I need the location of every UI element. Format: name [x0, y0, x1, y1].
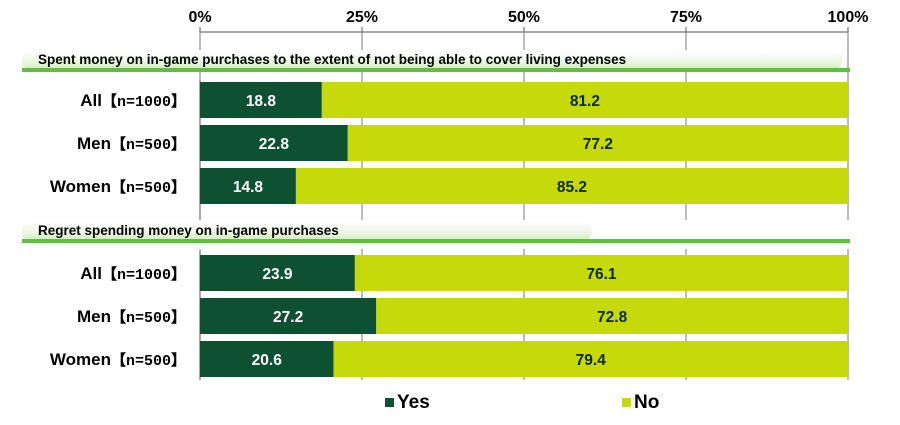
category-label: All【n=1000】 [80, 264, 186, 284]
bar-no [321, 82, 849, 118]
legend-item-yes: Yes [385, 392, 430, 413]
data-label-yes: 20.6 [252, 352, 283, 369]
chart-sections: Spent money on in-game purchases to the … [22, 50, 850, 380]
bar-yes [200, 82, 322, 118]
data-label-yes: 14.8 [233, 179, 264, 196]
bar-no [295, 168, 848, 204]
bar-yes [200, 125, 348, 161]
bar-row-all: All【n=1000】 23.9 76.1 [80, 255, 848, 291]
category-name: All [80, 264, 102, 283]
data-label-yes: 18.8 [246, 93, 277, 110]
legend-label-no: No [634, 392, 659, 413]
data-label-no: 77.2 [583, 136, 613, 153]
category-label: Women【n=500】 [50, 177, 186, 197]
data-label-yes: 27.2 [273, 309, 303, 326]
bar-no [333, 341, 848, 377]
section-title-banner [22, 50, 842, 70]
bar-yes [200, 168, 296, 204]
section-title-underline [22, 239, 850, 243]
data-label-no: 81.2 [570, 93, 600, 110]
bar-row-men: Men【n=500】 22.8 77.2 [77, 125, 848, 161]
x-tick-label: 100% [828, 9, 869, 26]
category-label: Men【n=500】 [77, 134, 186, 154]
data-label-yes: 23.9 [262, 266, 293, 283]
x-tick-label: 25% [346, 9, 378, 26]
category-name: Women [50, 350, 111, 369]
category-label: Women【n=500】 [50, 350, 186, 370]
section-1: Spent money on in-game purchases to the … [22, 50, 850, 220]
category-sample-size: 【n=500】 [111, 351, 186, 370]
category-name: Men [77, 134, 111, 153]
section-title: Spent money on in-game purchases to the … [38, 52, 626, 67]
bar-yes [200, 298, 377, 334]
data-label-no: 79.4 [576, 352, 607, 369]
bar-yes [200, 341, 334, 377]
bar-no [376, 298, 848, 334]
x-tick-label: 75% [670, 9, 702, 26]
section-title-banner [22, 221, 592, 241]
data-label-no: 76.1 [586, 266, 617, 283]
bar-row-women: Women【n=500】 20.6 79.4 [50, 341, 848, 377]
section-2: Regret spending money on in-game purchas… [22, 221, 850, 380]
legend-label-yes: Yes [397, 392, 430, 413]
section-title: Regret spending money on in-game purchas… [38, 223, 339, 238]
legend: Yes No [385, 392, 659, 413]
data-label-no: 72.8 [597, 309, 628, 326]
category-sample-size: 【n=1000】 [102, 265, 186, 284]
category-sample-size: 【n=1000】 [102, 92, 186, 111]
legend-swatch-no [622, 398, 631, 407]
legend-swatch-yes [385, 398, 394, 407]
bar-no [354, 255, 848, 291]
category-sample-size: 【n=500】 [111, 178, 186, 197]
category-sample-size: 【n=500】 [111, 308, 186, 327]
category-sample-size: 【n=500】 [111, 135, 186, 154]
bar-row-all: All【n=1000】 18.8 81.2 [80, 82, 849, 118]
category-label: Men【n=500】 [77, 307, 186, 327]
category-name: Men [77, 307, 111, 326]
section-title-underline [22, 68, 850, 72]
legend-item-no: No [622, 392, 659, 413]
data-label-yes: 22.8 [259, 136, 290, 153]
data-label-no: 85.2 [557, 179, 587, 196]
bar-row-women: Women【n=500】 14.8 85.2 [50, 168, 848, 204]
category-name: All [80, 91, 102, 110]
bar-row-men: Men【n=500】 27.2 72.8 [77, 298, 848, 334]
bar-yes [200, 255, 355, 291]
x-tick-label: 50% [508, 9, 540, 26]
x-tick-label: 0% [188, 9, 211, 26]
category-name: Women [50, 177, 111, 196]
bar-no [347, 125, 848, 161]
category-label: All【n=1000】 [80, 91, 186, 111]
